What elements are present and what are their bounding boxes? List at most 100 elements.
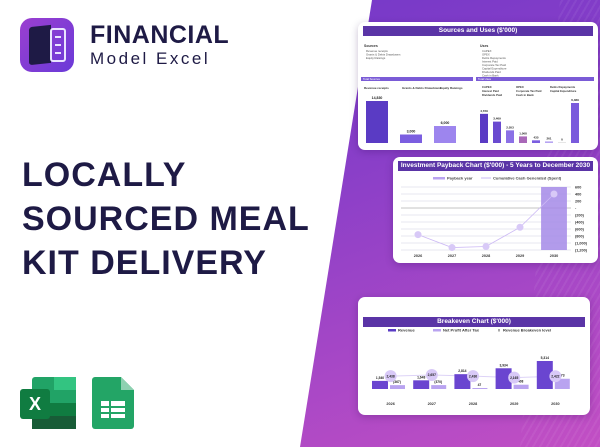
sources-uses-card: Sources and Uses ($'000) Sources Uses Reve…: [358, 22, 598, 150]
npat-bar: [554, 378, 570, 389]
source-item: Revenue receipts: [366, 49, 388, 53]
npat-bar: [472, 388, 488, 389]
y-tick-label: 400: [575, 193, 581, 197]
bar-label: 0: [561, 138, 563, 142]
y-tick-label: 200: [575, 200, 581, 204]
breakeven-point: [384, 370, 397, 383]
y-tick-label: 600: [575, 186, 581, 190]
y-tick-label: (400): [575, 221, 585, 225]
x-tick-label: 2028: [469, 402, 477, 406]
legend-swatch: [433, 177, 445, 180]
breakeven-point: [467, 370, 479, 383]
bar: [506, 130, 514, 143]
legend-item: CAPEX: [482, 85, 492, 89]
legend-item: Dividends Paid: [482, 93, 502, 97]
svg-text:X: X: [29, 394, 41, 414]
breakeven-chart-card: Breakeven Chart ($'000) Revenue Net Profi…: [358, 297, 590, 415]
legend-item: Corporate Tax Paid: [516, 89, 542, 93]
bar-label: 3,000: [407, 130, 416, 134]
bar: [519, 136, 527, 143]
bar: [400, 134, 422, 143]
use-item: Cash in Bank: [482, 74, 499, 78]
bar: [493, 121, 501, 143]
legend-item: Interest Paid: [482, 89, 499, 93]
use-item: OPEX: [482, 53, 490, 57]
source-item: Equity Raisings: [366, 56, 386, 60]
bar-label: 3,934: [499, 363, 507, 367]
bar: [571, 103, 579, 143]
legend-swatch: [498, 329, 500, 332]
bar-label: 2,814: [458, 369, 466, 373]
google-sheets-icon: [92, 377, 134, 429]
bar-label: (367): [393, 380, 401, 384]
bar-label: 4,729: [480, 109, 488, 113]
revenue-bar: [536, 361, 553, 389]
payback-chart-card: Investment Payback Chart ($'000) - 5 Yea…: [393, 157, 598, 263]
total-sources-label: Total Sources: [363, 77, 381, 81]
bar-label: 435: [533, 135, 538, 139]
x-tick-label: 2029: [516, 254, 524, 258]
bar-label: 2,657: [428, 373, 436, 377]
bar-label: 14,830: [372, 96, 383, 100]
breakeven-point: [425, 369, 438, 381]
npat-bar: [513, 384, 529, 389]
revenue-bar: [495, 368, 512, 389]
bar: [480, 113, 488, 143]
legend-item: Equity Raisings: [440, 86, 463, 90]
legend-swatch: [388, 329, 396, 332]
legend-item: OPEX: [516, 85, 524, 89]
data-point: [550, 190, 558, 198]
total-uses-label: Total Uses: [478, 77, 492, 81]
y-tick-label: (800): [575, 235, 585, 239]
npat-bar: [431, 385, 447, 389]
revenue-bar: [372, 380, 388, 389]
use-item: Dividends Paid: [482, 70, 501, 74]
bar-label: 973: [559, 374, 565, 378]
title-line: LOCALLY: [22, 156, 187, 194]
total-row: [361, 77, 473, 81]
y-tick-label: (600): [575, 228, 585, 232]
bar-label: 2,053: [506, 125, 514, 129]
bar-label: 1,068: [519, 131, 527, 135]
legend-item: Revenue Breakeven level: [503, 328, 551, 333]
use-item: Capital Expenditure: [482, 67, 507, 71]
source-item: Grants & Debts Drawdowns: [366, 53, 401, 57]
use-item: Interest Paid: [482, 60, 498, 64]
brand-subtitle: Model Excel: [90, 49, 211, 68]
breakeven-point: [508, 371, 521, 384]
x-tick-label: 2030: [550, 254, 558, 258]
bar-label: 6,000: [441, 121, 450, 125]
title-line: SOURCED MEAL: [22, 200, 310, 238]
legend-item: Revenue: [398, 328, 415, 333]
sources-label: Sources: [364, 44, 378, 48]
excel-icon: X: [20, 377, 76, 429]
data-point: [414, 231, 422, 239]
bar: [434, 126, 456, 143]
bar: [366, 101, 388, 143]
y-tick-label: -: [575, 207, 577, 211]
data-point: [482, 243, 490, 250]
brand-name: FINANCIAL: [90, 21, 230, 49]
use-item: Debts Repayments: [482, 56, 506, 60]
y-tick-label: (1,200): [575, 249, 588, 253]
legend-item: Revenue receipts: [364, 86, 389, 90]
legend-item: Debts Repayments: [550, 85, 576, 89]
x-tick-label: 2030: [551, 402, 559, 406]
revenue-bar: [454, 374, 471, 389]
bar-label: 2,165: [510, 376, 518, 380]
data-point: [448, 244, 456, 252]
bar-label: (370): [434, 380, 442, 384]
bar: [558, 142, 566, 143]
bar-label: 5,314: [541, 356, 549, 360]
legend-item: Grants & Debts Drawdowns: [402, 86, 442, 90]
bar-label: 1,540: [376, 376, 384, 380]
bar-label: 261: [546, 136, 551, 140]
x-tick-label: 2027: [428, 402, 436, 406]
revenue-bar: [413, 380, 430, 389]
x-tick-label: 2027: [448, 254, 456, 258]
logo-icon: [20, 18, 74, 72]
chart-title: Investment Payback Chart ($'000) - 5 Yea…: [398, 161, 593, 171]
legend-item: Cash in Bank: [516, 93, 534, 97]
bar: [545, 141, 553, 143]
bar-label: 6,489: [571, 98, 579, 102]
